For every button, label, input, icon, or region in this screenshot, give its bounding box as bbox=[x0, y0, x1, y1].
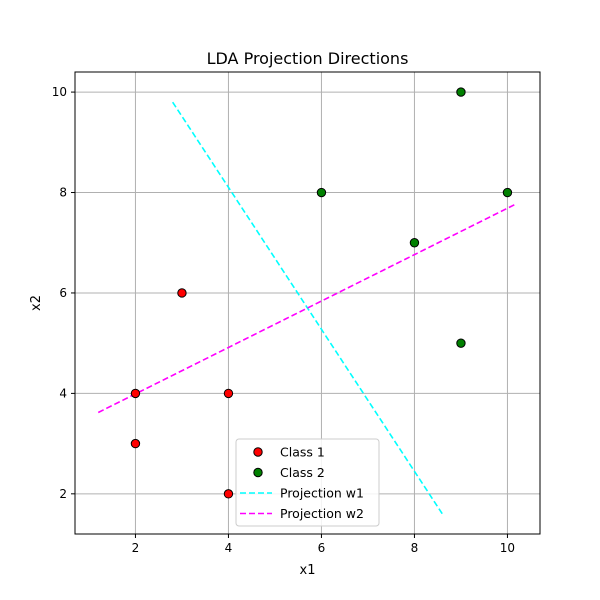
y-tick-label: 4 bbox=[59, 386, 67, 400]
y-tick-label: 10 bbox=[52, 85, 67, 99]
legend-label-projection-w1: Projection w1 bbox=[280, 486, 364, 501]
x-tick-label: 10 bbox=[500, 541, 515, 555]
y-tick-label: 8 bbox=[59, 186, 67, 200]
legend-swatch-class-2 bbox=[253, 467, 263, 478]
class-1-point bbox=[130, 438, 141, 449]
legend-label-projection-w2: Projection w2 bbox=[280, 506, 364, 521]
class-1-point bbox=[130, 388, 141, 399]
legend: Class 1 Class 2 Projection w1 Projection w2 bbox=[235, 438, 380, 527]
axis-ticks: 2 4 6 8 10 2 4 6 8 10 bbox=[52, 85, 515, 555]
class-1-point bbox=[223, 489, 234, 499]
class-1-point bbox=[223, 388, 234, 399]
chart-title: LDA Projection Directions bbox=[207, 49, 409, 68]
legend-swatch-class-1 bbox=[253, 447, 263, 457]
data-points bbox=[130, 87, 513, 499]
projection-lines bbox=[97, 101, 518, 515]
x-tick-label: 4 bbox=[225, 541, 233, 555]
x-tick-label: 6 bbox=[318, 541, 326, 555]
x-tick-label: 2 bbox=[132, 541, 140, 555]
class-1-point bbox=[177, 288, 187, 298]
y-tick-label: 2 bbox=[59, 487, 67, 501]
legend-label-class-1: Class 1 bbox=[280, 445, 325, 460]
class-2-point bbox=[409, 238, 420, 248]
x-axis-label: x1 bbox=[300, 563, 316, 578]
projection-w2-line bbox=[97, 202, 518, 414]
legend-box bbox=[235, 438, 380, 527]
y-axis-label: x2 bbox=[29, 295, 44, 311]
class-2-point bbox=[456, 87, 466, 97]
class-2-point bbox=[456, 338, 466, 348]
y-tick-label: 6 bbox=[59, 286, 67, 300]
legend-label-class-2: Class 2 bbox=[280, 465, 325, 480]
projection-w1-line bbox=[171, 101, 444, 515]
plot-frame bbox=[74, 71, 541, 535]
x-tick-label: 8 bbox=[411, 541, 419, 555]
class-2-point bbox=[502, 187, 513, 198]
class-2-point bbox=[316, 187, 327, 198]
